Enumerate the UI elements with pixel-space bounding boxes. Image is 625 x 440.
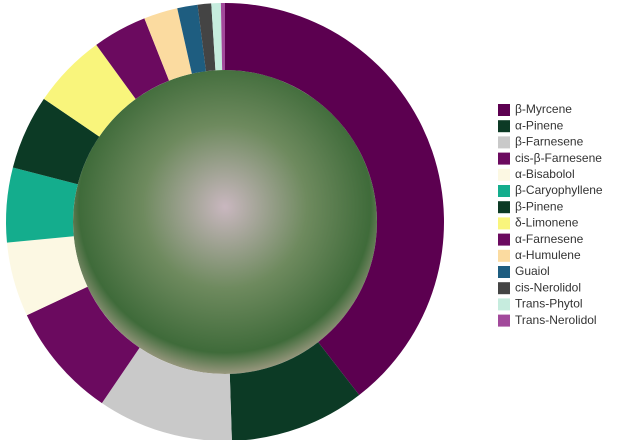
legend-swatch xyxy=(498,104,510,116)
donut-segment xyxy=(43,44,136,137)
donut-segment xyxy=(225,3,444,396)
legend-label: α-Humulene xyxy=(515,248,581,262)
legend-swatch xyxy=(498,168,510,181)
legend-label: Trans-Phytol xyxy=(515,297,583,311)
center-photo xyxy=(73,70,377,374)
legend-swatch xyxy=(498,152,510,165)
legend-swatch xyxy=(498,185,510,197)
donut-segment xyxy=(211,3,223,71)
legend-swatch xyxy=(498,282,510,295)
donut-segment xyxy=(177,4,206,74)
donut-segment xyxy=(220,3,225,71)
legend-swatch xyxy=(498,314,510,327)
legend-swatch xyxy=(498,120,510,133)
legend-swatch xyxy=(498,136,510,149)
legend-swatch xyxy=(498,266,510,278)
donut-segment xyxy=(197,3,216,72)
legend-label: α-Bisabolol xyxy=(515,167,575,181)
legend-label: β-Farnesene xyxy=(515,135,584,149)
donut-segment xyxy=(101,347,232,440)
donut-segment xyxy=(229,342,360,440)
donut-segment xyxy=(144,8,192,81)
legend-label: δ-Limonene xyxy=(515,216,579,230)
donut-segment xyxy=(6,167,78,243)
legend-swatch xyxy=(498,298,510,311)
legend-label: cis-β-Farnesene xyxy=(515,151,602,165)
donut-segment xyxy=(26,286,140,404)
legend-label: β-Caryophyllene xyxy=(515,183,603,197)
legend-label: α-Pinene xyxy=(515,118,564,132)
donut-segment xyxy=(6,236,88,316)
donut-segment xyxy=(96,18,170,100)
legend-swatch xyxy=(498,233,510,246)
legend-label: β-Myrcene xyxy=(515,102,572,116)
legend-label: Trans-Nerolidol xyxy=(515,313,597,327)
legend-label: cis-Nerolidol xyxy=(515,280,581,294)
legend-label: α-Farnesene xyxy=(515,232,584,246)
legend-swatch xyxy=(498,249,510,262)
legend-swatch xyxy=(498,217,510,230)
legend-label: Guaiol xyxy=(515,264,550,278)
donut-segment xyxy=(12,98,100,185)
legend-swatch xyxy=(498,201,510,214)
legend-label: β-Pinene xyxy=(515,199,564,213)
